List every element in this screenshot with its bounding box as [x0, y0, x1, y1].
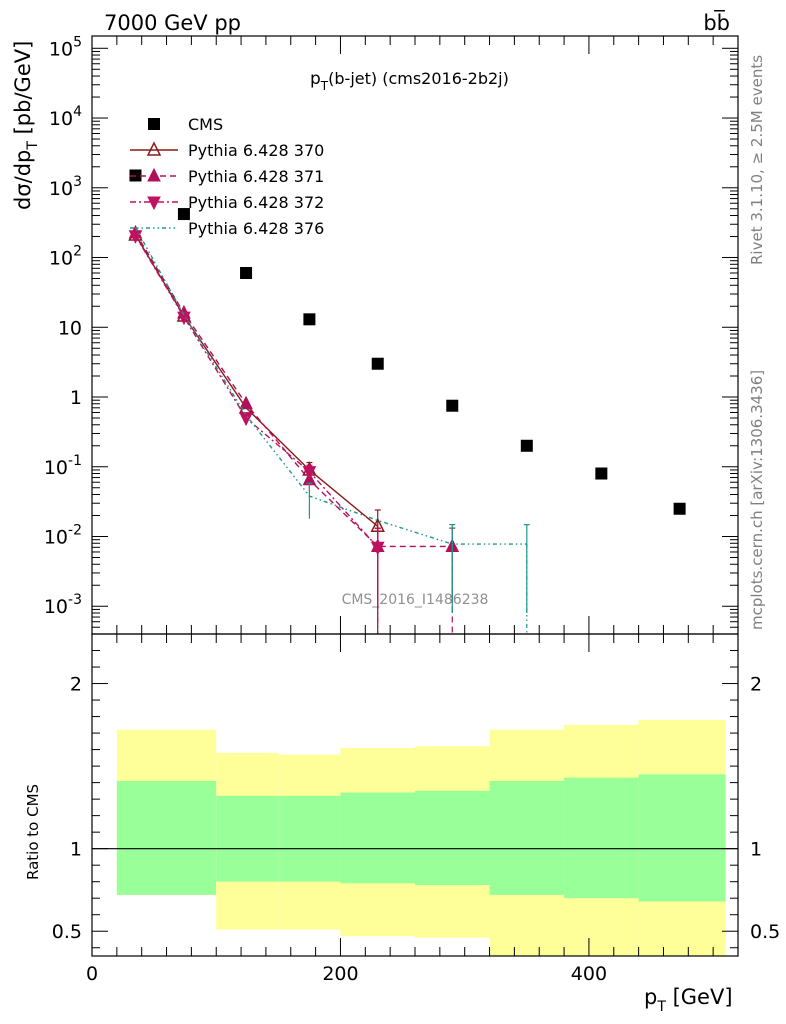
ratio-y-tick-label-right: 1	[750, 839, 762, 861]
main-y-axis-label: dσ/dpT [pb/GeV]	[11, 41, 41, 210]
series-2-line	[134, 232, 453, 548]
legend-marker-3	[147, 196, 161, 211]
ratio-y-tick-label-right: 0.5	[750, 921, 780, 943]
series-0-point	[520, 439, 533, 452]
header-right: bb̅	[703, 9, 730, 35]
series-3-point	[302, 466, 317, 480]
series-3-point	[177, 311, 191, 326]
legend-marker-2	[147, 167, 161, 182]
x-tick-label: 0	[86, 963, 98, 985]
series-0-point	[240, 266, 253, 279]
legend-marker-1	[146, 141, 162, 156]
series-0-point	[446, 399, 459, 412]
legend-label-3: Pythia 6.428 372	[188, 193, 324, 212]
ratio-y-axis-label: Ratio to CMS	[24, 784, 42, 880]
series-0-point	[595, 467, 608, 480]
legend-label-4: Pythia 6.428 376	[188, 219, 324, 238]
series-0-point	[371, 357, 384, 370]
ratio-y-tick-label: 0.5	[52, 921, 82, 943]
ratio-y-tick-label: 2	[70, 674, 82, 696]
ratio-band-inner-4	[415, 790, 490, 885]
series-3-line	[134, 235, 379, 548]
y-tick-label: 10-3	[44, 592, 82, 618]
legend-label-2: Pythia 6.428 371	[188, 167, 324, 186]
ratio-band-inner-3	[340, 792, 415, 884]
ratio-band-inner-2	[278, 795, 341, 882]
ratio-band-inner-7	[638, 774, 726, 902]
side-label-bottom: mcplots.cern.ch [arXiv:1306.3436]	[748, 370, 766, 630]
legend-marker-0	[148, 118, 160, 130]
y-tick-label: 102	[49, 244, 82, 270]
ratio-y-tick-label-right: 2	[750, 674, 762, 696]
series-3-point	[370, 541, 385, 556]
y-tick-label: 10	[58, 317, 82, 339]
x-tick-label: 200	[322, 963, 358, 985]
y-tick-label: 103	[49, 174, 82, 200]
legend: CMS Pythia 6.428 370 Pythia 6.428 371 Pythi…	[130, 115, 324, 238]
legend-label-0: CMS	[188, 115, 223, 134]
title-subscript: T	[320, 79, 329, 93]
watermark: CMS_2016_I1486238	[342, 592, 489, 608]
y-tick-label: 10-2	[44, 523, 82, 549]
series-3-point	[239, 412, 253, 427]
series-2-point	[239, 395, 253, 410]
series-1-line	[134, 234, 379, 527]
ratio-band-inner-6	[564, 777, 639, 899]
title-rest: (b-jet) (cms2016-2b2j)	[328, 69, 509, 88]
main-plot-title: pT(b-jet) (cms2016-2b2j)	[310, 69, 509, 93]
y-tick-label: 105	[49, 34, 82, 60]
legend-label-1: Pythia 6.428 370	[188, 141, 324, 160]
series-0-point	[303, 313, 316, 326]
series-0-point	[177, 208, 190, 221]
header-left: 7000 GeV pp	[104, 11, 241, 35]
y-tick-label: 104	[49, 104, 82, 130]
x-tick-label: 400	[571, 963, 607, 985]
side-label-top: Rivet 3.1.10, ≥ 2.5M events	[748, 55, 766, 265]
series-4-line	[134, 227, 527, 545]
ratio-band-inner-5	[489, 780, 565, 895]
x-axis-label: pT [GeV]	[644, 985, 733, 1015]
y-tick-label: 10-1	[44, 453, 82, 479]
ratio-band-inner-1	[216, 795, 279, 882]
series-0-point	[673, 502, 686, 515]
y-tick-label: 1	[70, 387, 82, 409]
ratio-y-tick-label: 1	[70, 839, 82, 861]
ratio-plot-area: 0 200 400 0.5 0.5 1 1 2 2	[52, 633, 780, 985]
ratio-band-inner-0	[116, 780, 217, 895]
